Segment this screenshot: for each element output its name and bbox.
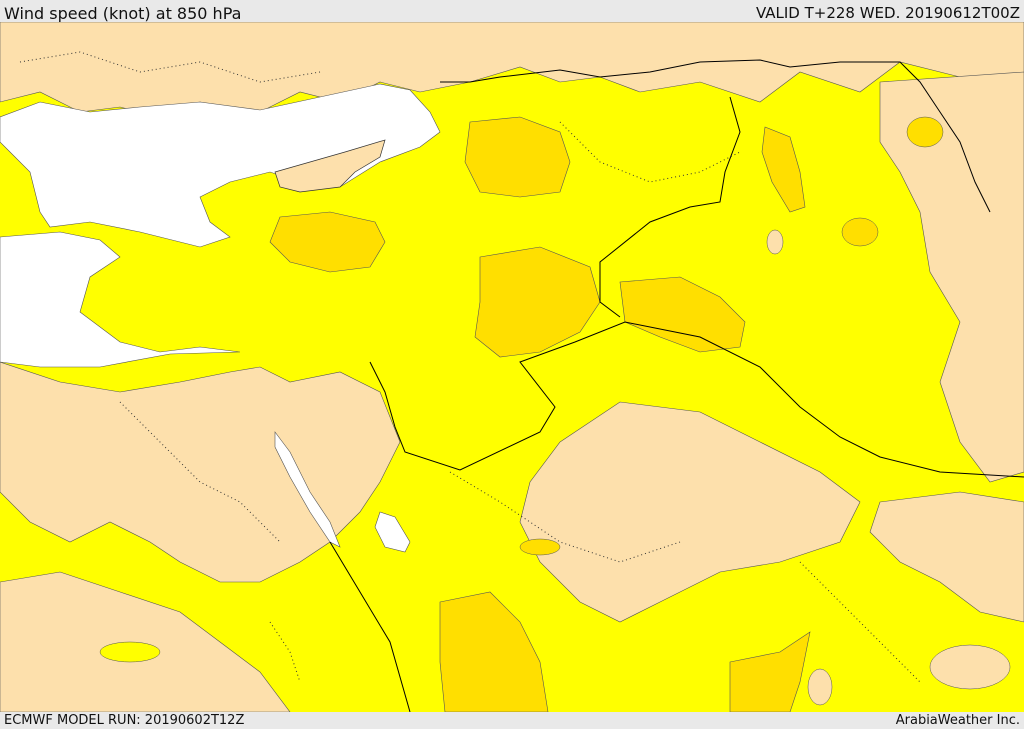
map-title: Wind speed (knot) at 850 hPa <box>4 4 242 23</box>
sea-gulf-aqaba <box>374 511 411 553</box>
wind-low-region-east <box>879 71 1024 483</box>
wind-patch-small-3 <box>519 538 561 556</box>
wind-low-region-southeast <box>869 491 1024 623</box>
wind-low-region-southwest <box>0 571 291 712</box>
border-line-4 <box>329 541 411 712</box>
wind-high-area-7 <box>729 631 811 712</box>
wind-high-area-2 <box>464 116 571 198</box>
valid-time: VALID T+228 WED. 20190612T00Z <box>755 4 1020 22</box>
wind-patch-small-5 <box>906 116 944 148</box>
title-bar: Wind speed (knot) at 850 hPa VALID T+228… <box>0 0 1024 23</box>
wind-patch-small-2 <box>841 217 879 247</box>
wind-high-area-6 <box>439 591 549 712</box>
credit: ArabiaWeather Inc. <box>895 713 1020 728</box>
footer-bar: ECMWF MODEL RUN: 20190602T12Z ArabiaWeat… <box>0 712 1024 729</box>
wind-high-area-5 <box>761 126 806 213</box>
island-cyprus <box>274 139 386 193</box>
border-dotted-5 <box>799 561 921 683</box>
map-canvas <box>0 22 1024 712</box>
wind-patch-small-1 <box>766 229 784 255</box>
border-line-1 <box>369 321 1024 478</box>
border-line-2 <box>440 59 991 213</box>
border-dotted-1 <box>119 401 281 543</box>
wind-low-region-egypt <box>0 361 401 583</box>
wind-high-area-1 <box>269 211 386 273</box>
wind-speed-map[interactable] <box>0 22 1024 712</box>
wind-patch-small-4 <box>807 668 833 706</box>
wind-high-area-4 <box>619 276 746 353</box>
border-line-3 <box>599 96 741 318</box>
wind-high-area-3 <box>474 246 601 358</box>
wind-patch-small-7 <box>929 644 1011 690</box>
model-run: ECMWF MODEL RUN: 20190602T12Z <box>4 713 245 728</box>
border-dotted-2 <box>559 121 741 183</box>
sea-mediterranean-south <box>0 231 241 368</box>
sea-gulf-suez <box>274 431 341 548</box>
wind-patch-small-6 <box>99 641 161 663</box>
border-dotted-6 <box>269 621 301 683</box>
